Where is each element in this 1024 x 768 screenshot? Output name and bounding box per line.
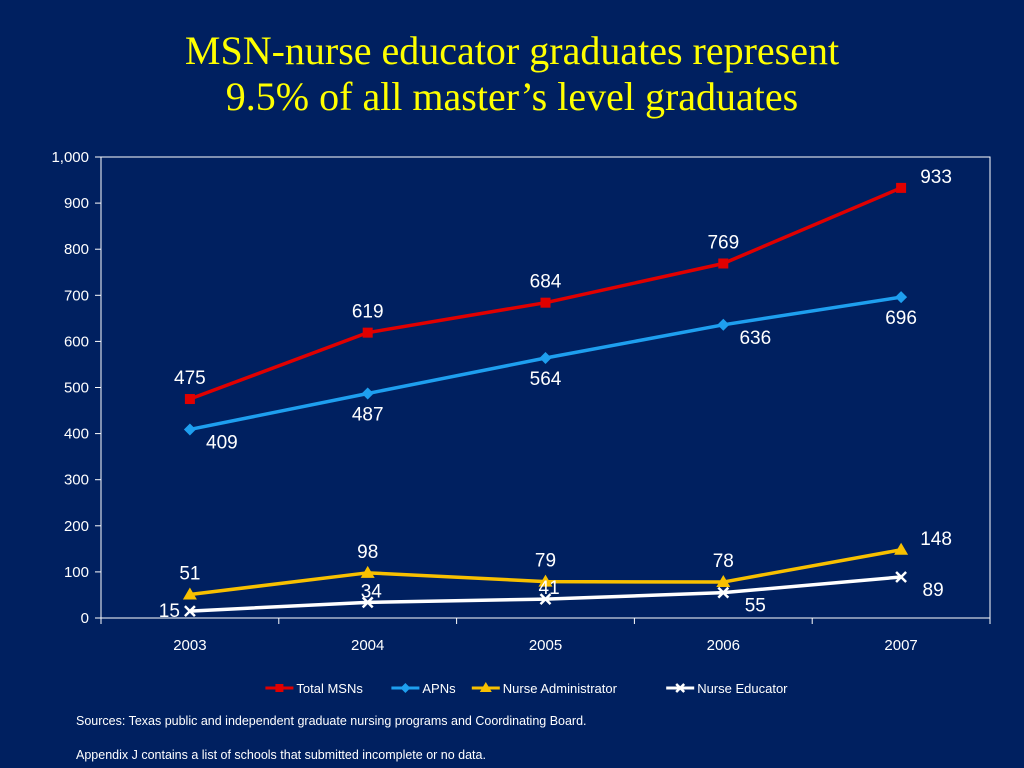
y-tick-label: 200 <box>64 518 89 535</box>
data-label: 409 <box>206 432 238 453</box>
data-label: 769 <box>707 232 739 253</box>
data-point <box>894 542 909 555</box>
data-point <box>539 351 552 364</box>
data-point-stroke <box>895 571 907 583</box>
data-point <box>675 683 686 693</box>
data-point <box>361 596 374 609</box>
data-point <box>717 586 730 599</box>
data-label: 98 <box>357 542 378 563</box>
data-point <box>718 258 729 269</box>
slide-title-line-1: MSN-nurse educator graduates represent <box>184 28 840 73</box>
data-label: 41 <box>539 578 560 599</box>
data-point <box>539 593 552 605</box>
data-point <box>400 683 411 693</box>
series-line <box>189 186 902 401</box>
data-point <box>362 327 373 338</box>
y-tick-label: 900 <box>64 195 89 212</box>
data-point <box>184 605 196 617</box>
legend-item: Nurse Educator <box>666 681 788 696</box>
data-point <box>360 565 375 578</box>
y-tick-label: 700 <box>64 287 89 304</box>
y-tick-label: 300 <box>64 472 89 489</box>
data-point <box>361 387 374 400</box>
data-label: 89 <box>923 580 944 601</box>
data-label: 564 <box>530 369 562 390</box>
legend-item: Nurse Administrator <box>471 681 618 696</box>
data-point <box>183 423 196 436</box>
data-point <box>896 182 907 193</box>
data-point <box>275 684 284 692</box>
series-total-msns: 475 619 684 769 933 <box>174 167 952 405</box>
data-label: 79 <box>535 551 556 572</box>
data-label: 684 <box>530 272 562 293</box>
data-point <box>895 291 908 304</box>
data-point-stroke <box>361 596 374 609</box>
data-point-stroke <box>717 586 730 599</box>
data-point-stroke <box>184 605 196 617</box>
legend-label: Total MSNs <box>296 681 363 696</box>
x-tick-label: 2006 <box>707 637 740 654</box>
data-point <box>184 394 195 405</box>
appendix-note: Appendix J contains a list of schools th… <box>76 748 486 762</box>
x-axis: 2003 2004 2005 2006 2007 <box>100 618 991 654</box>
data-point-stroke <box>539 593 552 605</box>
legend-label: Nurse Educator <box>697 681 788 696</box>
series-nurse-administrator: 51 98 79 78 148 <box>179 529 952 600</box>
y-tick-label: 1,000 <box>51 149 89 166</box>
legend-item: APNs <box>391 681 456 696</box>
legend-item: Total MSNs <box>265 681 363 696</box>
series-layer: 475 619 684 769 933 409 487 564 636 696 51 98 79 78 14… <box>159 167 952 622</box>
slide-title: MSN-nurse educator graduates represent 9… <box>0 28 1024 120</box>
data-point <box>717 318 730 331</box>
slide-title-line-2: 9.5% of all master’s level graduates <box>225 74 799 119</box>
data-point-stroke <box>675 683 686 693</box>
data-point <box>479 682 492 692</box>
y-tick-label: 800 <box>64 241 89 258</box>
data-label: 475 <box>174 368 206 389</box>
source-note: Sources: Texas public and independent gr… <box>76 714 587 728</box>
series-apns: 409 487 564 636 696 <box>183 291 917 453</box>
data-point <box>182 587 197 600</box>
y-tick-label: 100 <box>64 564 89 581</box>
data-label: 487 <box>352 404 384 425</box>
x-tick-label: 2004 <box>351 637 384 654</box>
data-label: 55 <box>745 596 766 617</box>
data-point <box>540 297 551 308</box>
legend: Total MSNs APNs Nurse Administrator Nurse E… <box>265 681 788 696</box>
data-label: 636 <box>739 328 771 349</box>
data-label: 696 <box>885 308 917 329</box>
y-tick-label: 600 <box>64 333 89 350</box>
data-point <box>538 574 553 587</box>
x-tick-label: 2005 <box>529 637 562 654</box>
data-point <box>895 571 907 583</box>
data-label: 51 <box>179 563 200 584</box>
data-label: 78 <box>713 551 734 572</box>
y-tick-label: 500 <box>64 380 89 397</box>
legend-label: APNs <box>422 681 456 696</box>
y-axis: 0 100 200 300 400 500 600 700 800 900 1,000 <box>51 149 101 627</box>
data-label: 619 <box>352 302 384 323</box>
data-label: 148 <box>920 529 952 550</box>
series-nurse-educator: 15 34 41 55 89 <box>159 571 944 622</box>
data-label: 34 <box>361 581 383 602</box>
data-point <box>716 575 731 588</box>
data-label: 933 <box>920 167 952 188</box>
y-tick-label: 0 <box>81 610 89 627</box>
x-tick-label: 2003 <box>173 637 206 654</box>
legend-label: Nurse Administrator <box>503 681 618 696</box>
data-label: 15 <box>159 601 180 622</box>
x-tick-label: 2007 <box>884 637 917 654</box>
y-tick-label: 400 <box>64 426 89 443</box>
